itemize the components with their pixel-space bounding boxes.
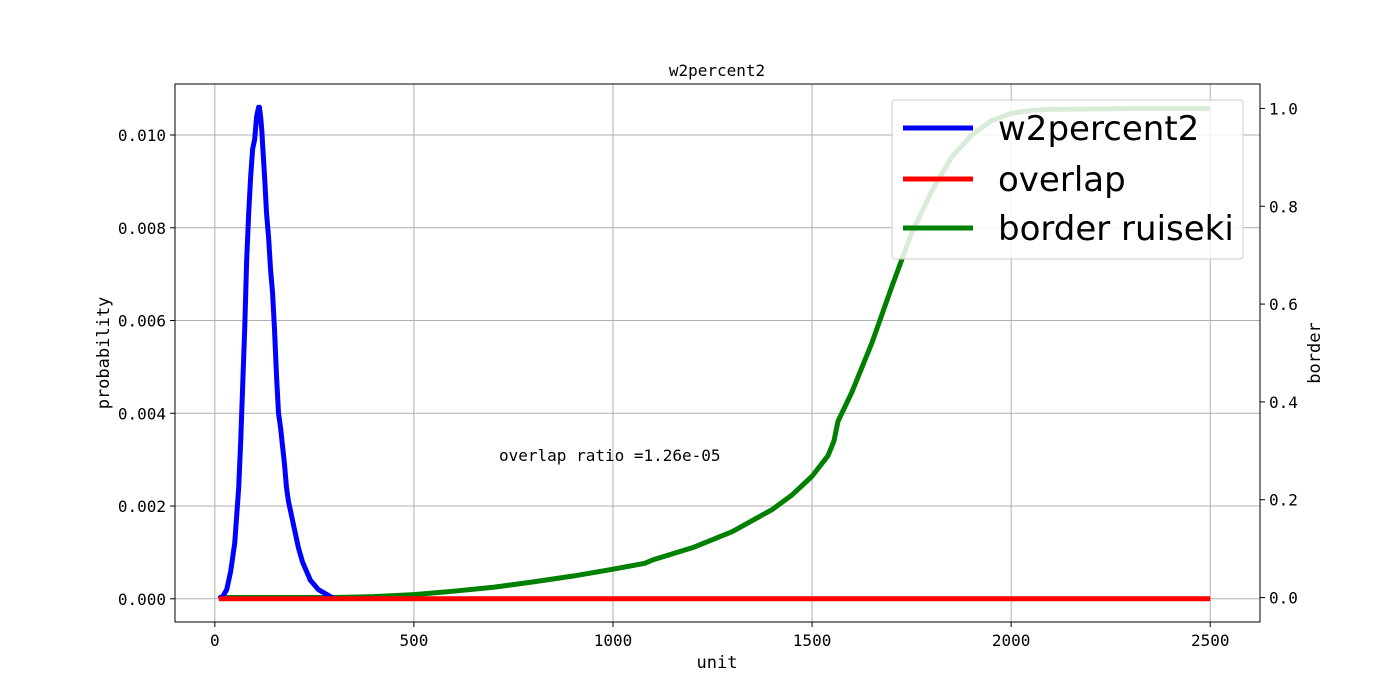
y-tick-label: 0.000 xyxy=(118,590,166,609)
legend-box xyxy=(891,99,1244,260)
y-right-tick-label: 0.2 xyxy=(1269,491,1298,510)
legend-label-w2percent2: w2percent2 xyxy=(998,109,1199,149)
y-axis-label: probability xyxy=(94,297,114,410)
series-line-w2percent2 xyxy=(217,104,336,601)
x-axis-label: unit xyxy=(697,653,738,673)
x-tick-label: 2500 xyxy=(1191,631,1230,650)
legend-label-overlap: overlap xyxy=(998,160,1126,200)
y-right-axis-label: border xyxy=(1305,322,1325,383)
y-right-tick-label: 1.0 xyxy=(1269,99,1298,118)
legend-label-border-ruiseki: border ruiseki xyxy=(998,209,1234,249)
x-tick-label: 2000 xyxy=(992,631,1031,650)
x-tick-label: 0 xyxy=(210,631,220,650)
y-right-tick-label: 0.4 xyxy=(1269,393,1298,412)
y-tick-label: 0.006 xyxy=(118,312,166,331)
chart-title: w2percent2 xyxy=(669,61,765,80)
overlap-ratio-annotation: overlap ratio =1.26e-05 xyxy=(499,446,721,465)
x-tick-label: 1500 xyxy=(793,631,832,650)
y-right-tick-label: 0.8 xyxy=(1269,197,1298,216)
x-axis-ticks: 0 500 1000 1500 2000 2500 xyxy=(210,622,1229,650)
plot-area-frame xyxy=(174,83,1261,623)
y-tick-label: 0.004 xyxy=(118,404,166,423)
legend: w2percent2 overlap border ruiseki xyxy=(891,99,1244,260)
y-right-axis-ticks: 0.0 0.2 0.4 0.6 0.8 1.0 xyxy=(1260,99,1298,608)
y-tick-label: 0.008 xyxy=(118,219,166,238)
y-right-tick-label: 0.0 xyxy=(1269,589,1298,608)
x-tick-label: 500 xyxy=(399,631,428,650)
x-tick-label: 1000 xyxy=(594,631,633,650)
y-tick-label: 0.002 xyxy=(118,497,166,516)
y-tick-label: 0.010 xyxy=(118,126,166,145)
y-axis-ticks: 0.000 0.002 0.004 0.006 0.008 0.010 xyxy=(118,126,175,609)
y-right-tick-label: 0.6 xyxy=(1269,295,1298,314)
